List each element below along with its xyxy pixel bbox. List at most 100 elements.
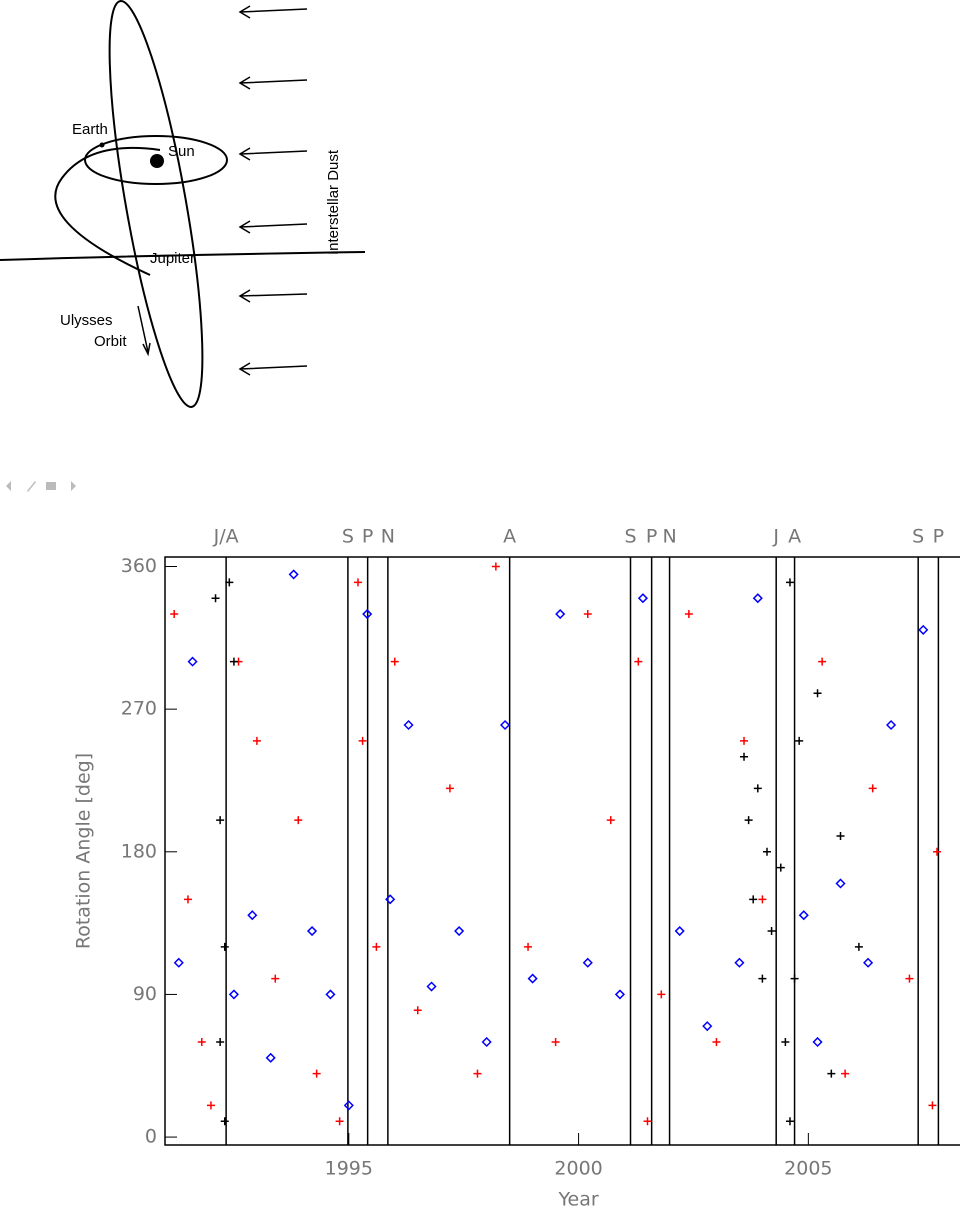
point (473, 1070, 481, 1078)
y-tick-label: 360 (121, 555, 157, 577)
point (786, 578, 794, 586)
point (754, 784, 762, 792)
event-label: A (503, 526, 516, 548)
event-label: A (788, 526, 801, 548)
point (294, 816, 302, 824)
event-label: P (362, 526, 373, 548)
dust-label: Interstellar Dust (325, 149, 342, 255)
point (639, 594, 647, 602)
point (492, 563, 500, 571)
orbit-label: Orbit (94, 333, 127, 350)
point (372, 943, 380, 951)
point (855, 943, 863, 951)
y-tick-label: 180 (121, 840, 157, 862)
point (212, 594, 220, 602)
point (818, 658, 826, 666)
x-tick-label: 2005 (784, 1158, 832, 1180)
dust-arrows (240, 6, 307, 375)
point (428, 983, 436, 991)
point (248, 911, 256, 919)
point (552, 1038, 560, 1046)
y-tick-label: 0 (145, 1126, 157, 1148)
point (703, 1022, 711, 1030)
point (740, 737, 748, 745)
event-label: N (662, 526, 676, 548)
point (676, 927, 684, 935)
point (758, 975, 766, 983)
event-label: S (342, 526, 354, 548)
ulysses-label: Ulysses (60, 312, 113, 329)
point (308, 927, 316, 935)
point (795, 737, 803, 745)
point (749, 895, 757, 903)
point (869, 784, 877, 792)
point (455, 927, 463, 935)
point (928, 1101, 936, 1109)
point (841, 1070, 849, 1078)
point (230, 990, 238, 998)
point (837, 832, 845, 840)
point (616, 990, 624, 998)
earth-label: Earth (72, 121, 108, 138)
event-label: P (646, 526, 657, 548)
point (336, 1117, 344, 1125)
point (354, 578, 362, 586)
y-tick-label: 90 (133, 983, 157, 1005)
point (446, 784, 454, 792)
back-icon[interactable] (6, 481, 11, 491)
point (800, 911, 808, 919)
toolbar (6, 481, 76, 492)
point (253, 737, 261, 745)
sun-label: Sun (168, 143, 195, 160)
point (814, 1038, 822, 1046)
point (290, 570, 298, 578)
point (634, 658, 642, 666)
point (837, 879, 845, 887)
x-axis-label: Year (557, 1189, 598, 1210)
point (919, 626, 927, 634)
point (584, 610, 592, 618)
point (405, 721, 413, 729)
point (607, 816, 615, 824)
point (221, 943, 229, 951)
point (313, 1070, 321, 1078)
point (529, 975, 537, 983)
point (584, 959, 592, 967)
point (359, 737, 367, 745)
point (501, 721, 509, 729)
jupiter-label: Jupiter (150, 250, 195, 267)
point (758, 895, 766, 903)
point (768, 927, 776, 935)
point (712, 1038, 720, 1046)
menu-icon[interactable] (46, 482, 56, 490)
forward-icon[interactable] (71, 481, 76, 491)
y-tick-label: 270 (121, 698, 157, 720)
orbit-diagram: Earth Sun Jupiter Ulysses Orbit Interste… (0, 0, 365, 412)
earth (100, 143, 105, 148)
event-label: S (624, 526, 636, 548)
edit-icon[interactable] (27, 481, 36, 492)
point (175, 959, 183, 967)
axes-frame (165, 557, 960, 1145)
point (814, 689, 822, 697)
point (754, 594, 762, 602)
point (216, 816, 224, 824)
point (556, 610, 564, 618)
point (483, 1038, 491, 1046)
point (740, 753, 748, 761)
ulysses-orbit (91, 0, 222, 412)
point (685, 610, 693, 618)
point (414, 1006, 422, 1014)
point (189, 658, 197, 666)
point (827, 1070, 835, 1078)
x-tick-label: 2000 (554, 1158, 602, 1180)
point (791, 975, 799, 983)
point (230, 658, 238, 666)
sun (150, 154, 164, 168)
point (267, 1054, 275, 1062)
event-label: N (381, 526, 395, 548)
point (524, 943, 532, 951)
point (786, 1117, 794, 1125)
